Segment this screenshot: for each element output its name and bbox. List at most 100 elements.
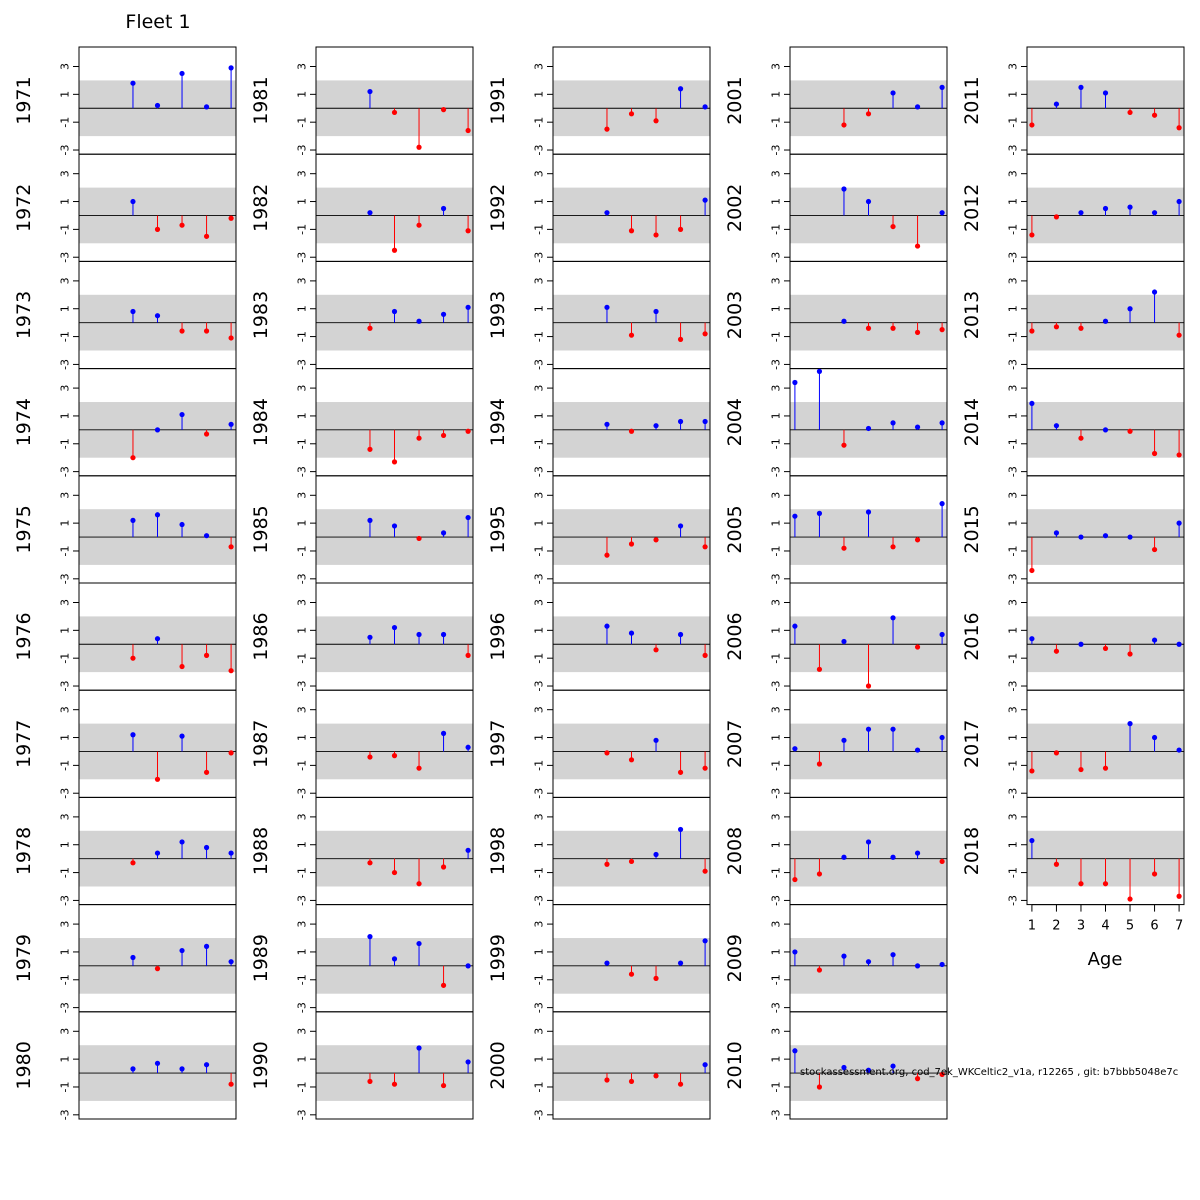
y-tick-label-2003: -3 bbox=[770, 359, 783, 370]
residual-point-1998 bbox=[628, 858, 635, 865]
y-tick-label-2000: 3 bbox=[533, 1028, 546, 1035]
residual-point-1984 bbox=[416, 435, 422, 441]
y-tick-label-2007: -3 bbox=[770, 788, 783, 799]
y-tick-label-1972: -1 bbox=[59, 224, 72, 235]
year-label-1972: 1972 bbox=[13, 184, 35, 232]
residual-point-1996 bbox=[604, 623, 610, 629]
residual-point-2009 bbox=[939, 961, 945, 968]
y-tick-label-2014: -1 bbox=[1007, 438, 1020, 449]
y-tick-label-1991: -1 bbox=[533, 117, 546, 128]
year-label-2018: 2018 bbox=[961, 827, 983, 875]
residual-point-1979 bbox=[228, 959, 234, 965]
y-tick-label-1975: -3 bbox=[59, 573, 72, 584]
residual-point-1978 bbox=[179, 839, 185, 845]
residual-point-1987 bbox=[367, 754, 373, 760]
residual-point-1982 bbox=[465, 228, 471, 234]
residual-point-1995 bbox=[604, 552, 610, 558]
y-tick-label-2016: -3 bbox=[1007, 681, 1020, 692]
residual-point-2004 bbox=[816, 368, 823, 374]
panels-layer: 3 1 -1 -3 1971 3 1 -1 -3 1972 3 1 -1 -3 1973 3 1 -1 -3 1974… bbox=[13, 46, 1185, 1120]
residual-point-2010 bbox=[890, 1063, 896, 1069]
y-tick-label-2011: -1 bbox=[1007, 117, 1020, 128]
y-tick-label-1974: -1 bbox=[59, 438, 72, 449]
y-tick-label-1979: 1 bbox=[59, 948, 72, 955]
residual-point-2002 bbox=[890, 223, 896, 230]
y-tick-label-1986: 1 bbox=[296, 627, 309, 634]
y-tick-label-1984: 3 bbox=[296, 385, 309, 392]
y-tick-label-1973: 3 bbox=[59, 277, 72, 284]
year-label-2013: 2013 bbox=[961, 291, 983, 339]
residual-point-1983 bbox=[391, 308, 398, 315]
y-tick-label-1981: 1 bbox=[296, 91, 309, 98]
y-tick-label-2005: -1 bbox=[770, 545, 783, 556]
year-label-2012: 2012 bbox=[961, 184, 983, 232]
residual-point-1997 bbox=[628, 757, 635, 763]
residual-point-1997 bbox=[677, 769, 684, 775]
residual-point-1974 bbox=[203, 431, 210, 437]
residual-point-1992 bbox=[628, 228, 635, 234]
y-tick-label-1999: -3 bbox=[533, 1002, 546, 1013]
residual-point-2017 bbox=[1151, 734, 1158, 741]
residual-point-2011 bbox=[1078, 84, 1084, 90]
y-tick-label-1985: 1 bbox=[296, 520, 309, 527]
y-tick-label-1973: -1 bbox=[59, 331, 72, 342]
y-tick-label-1992: 3 bbox=[533, 170, 546, 177]
residual-point-2012 bbox=[1053, 214, 1060, 220]
residual-point-1972 bbox=[228, 215, 234, 221]
residual-point-1997 bbox=[604, 750, 610, 756]
y-tick-label-1976: 1 bbox=[59, 627, 72, 634]
residual-point-2015 bbox=[1029, 567, 1035, 574]
y-tick-label-2002: 1 bbox=[770, 198, 783, 205]
residual-point-1992 bbox=[677, 226, 684, 232]
residual-point-2005 bbox=[792, 513, 798, 519]
y-tick-label-2009: 3 bbox=[770, 921, 783, 928]
residual-point-2017 bbox=[1078, 766, 1084, 773]
residual-point-2007 bbox=[890, 726, 896, 732]
residual-point-1985 bbox=[465, 514, 471, 521]
residual-point-2006 bbox=[890, 615, 896, 621]
residual-point-1987 bbox=[391, 753, 398, 759]
y-tick-label-2009: 1 bbox=[770, 948, 783, 955]
year-label-1975: 1975 bbox=[13, 505, 35, 553]
residual-point-1990 bbox=[391, 1081, 398, 1087]
y-tick-label-1973: 1 bbox=[59, 305, 72, 312]
y-tick-label-1999: -1 bbox=[533, 974, 546, 985]
residual-point-2000 bbox=[702, 1062, 708, 1068]
y-tick-label-2015: -3 bbox=[1007, 573, 1020, 584]
year-label-1984: 1984 bbox=[250, 398, 272, 446]
residual-point-2001 bbox=[939, 84, 945, 90]
residual-point-1993 bbox=[604, 304, 610, 310]
y-tick-label-1997: -1 bbox=[533, 760, 546, 771]
residual-point-1995 bbox=[702, 544, 708, 550]
residual-point-1979 bbox=[203, 943, 210, 949]
residual-point-1990 bbox=[416, 1045, 422, 1051]
residual-point-2007 bbox=[865, 726, 872, 732]
residual-point-1976 bbox=[203, 652, 210, 658]
x-tick-label: 6 bbox=[1150, 919, 1158, 934]
year-label-1982: 1982 bbox=[250, 184, 272, 232]
residual-point-1993 bbox=[653, 308, 659, 315]
y-tick-label-2017: 3 bbox=[1007, 706, 1020, 713]
residual-point-1990 bbox=[465, 1059, 471, 1065]
residual-point-1976 bbox=[179, 663, 185, 670]
y-tick-label-2018: 1 bbox=[1007, 841, 1020, 848]
residual-point-2008 bbox=[939, 858, 945, 865]
residual-point-2006 bbox=[939, 631, 945, 638]
residual-point-2018 bbox=[1127, 896, 1133, 902]
y-tick-label-1977: -1 bbox=[59, 760, 72, 771]
residual-point-1988 bbox=[416, 881, 422, 887]
residual-point-1973 bbox=[228, 335, 234, 341]
residual-point-2017 bbox=[1053, 750, 1060, 756]
residual-point-1997 bbox=[653, 737, 659, 743]
y-tick-label-2018: -3 bbox=[1007, 895, 1020, 906]
residual-point-2013 bbox=[1151, 289, 1158, 295]
year-label-2010: 2010 bbox=[724, 1041, 746, 1089]
residual-point-2010 bbox=[816, 1084, 823, 1090]
residual-point-1994 bbox=[702, 418, 708, 425]
residual-point-2005 bbox=[816, 510, 823, 516]
year-label-1992: 1992 bbox=[487, 184, 509, 232]
year-label-2011: 2011 bbox=[961, 76, 983, 124]
residual-point-2015 bbox=[1151, 546, 1158, 553]
residual-point-1975 bbox=[203, 533, 210, 539]
